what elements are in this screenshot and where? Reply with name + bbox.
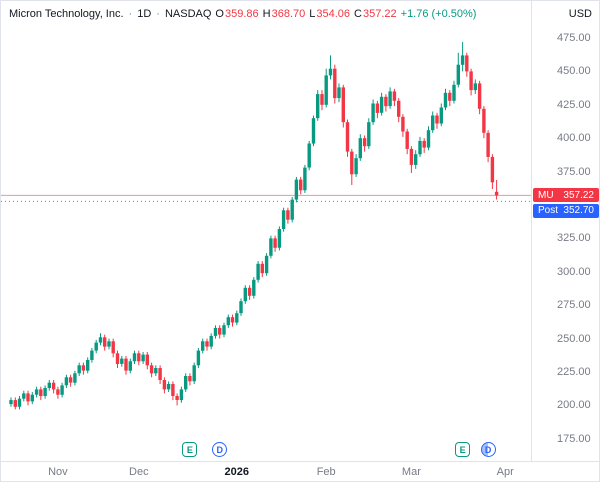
change-value: +1.76 (+0.50%) bbox=[400, 8, 477, 20]
time-axis-label: Apr bbox=[496, 466, 514, 478]
time-axis-label: 2026 bbox=[224, 466, 250, 478]
price-tick-label: 400.00 bbox=[557, 132, 591, 145]
timeframe-label[interactable]: 1D bbox=[137, 8, 152, 20]
price-tick-label: 425.00 bbox=[557, 98, 591, 111]
exchange-label[interactable]: NASDAQ bbox=[164, 8, 212, 20]
time-axis[interactable]: Nov Dec 2026 Feb Mar Apr bbox=[1, 461, 599, 481]
price-tick-label: 375.00 bbox=[557, 165, 591, 178]
badge-post-label: Post bbox=[538, 205, 559, 217]
badge-symbol: MU bbox=[538, 189, 554, 201]
candlestick-chart[interactable] bbox=[1, 1, 531, 461]
open-value: O 359.86 bbox=[215, 8, 259, 20]
symbol-price-badge: MU 357.22 bbox=[533, 188, 599, 203]
separator-dot: · bbox=[128, 8, 133, 20]
time-axis-label: Mar bbox=[401, 466, 421, 478]
dividend-marker[interactable]: D bbox=[480, 442, 496, 457]
symbol-title[interactable]: Micron Technology, Inc. bbox=[9, 8, 124, 20]
price-tick-label: 475.00 bbox=[557, 32, 591, 44]
separator-dot: · bbox=[156, 8, 160, 20]
currency-label: USD bbox=[568, 8, 592, 20]
price-tick-label: 175.00 bbox=[557, 432, 591, 445]
price-axis[interactable]: USD 475.00 450.00 425.00 400.00 375.00 325.00… bbox=[531, 1, 599, 461]
high-value: H 368.70 bbox=[262, 8, 306, 20]
dividend-marker[interactable]: D bbox=[212, 442, 228, 457]
price-tick-label: 250.00 bbox=[557, 332, 591, 345]
badge-price: 357.22 bbox=[563, 189, 594, 201]
time-axis-label: Nov bbox=[48, 466, 68, 478]
price-tick-label: 275.00 bbox=[557, 299, 591, 312]
low-value: L 354.06 bbox=[309, 8, 351, 20]
price-tick-label: 225.00 bbox=[557, 366, 591, 378]
close-value: C 357.22 bbox=[354, 8, 397, 20]
earnings-marker[interactable]: E bbox=[182, 442, 198, 457]
price-tick-label: 200.00 bbox=[557, 399, 591, 412]
post-market-badge: Post 352.70 bbox=[533, 203, 599, 218]
time-axis-label: Dec bbox=[129, 466, 149, 478]
price-tick-label: 300.00 bbox=[557, 265, 591, 278]
price-tick-label: 325.00 bbox=[557, 232, 591, 245]
earnings-marker[interactable]: E bbox=[455, 442, 471, 457]
time-axis-label: Feb bbox=[316, 466, 336, 478]
price-tick-label: 450.00 bbox=[557, 65, 591, 78]
badge-post-price: 352.70 bbox=[563, 205, 594, 217]
